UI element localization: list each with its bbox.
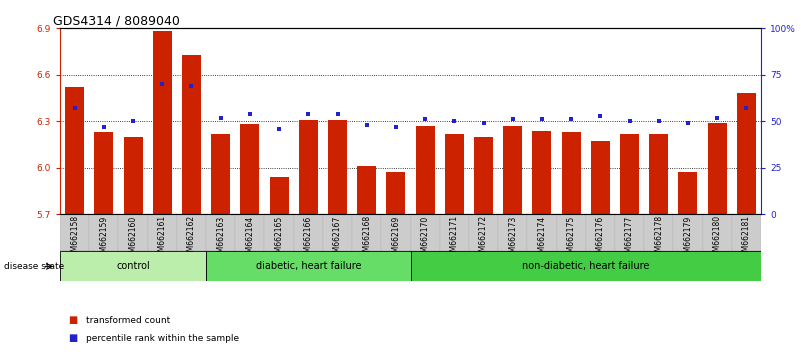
Bar <box>586 214 615 251</box>
Bar <box>65 87 84 214</box>
Bar <box>615 214 644 251</box>
Bar <box>123 137 143 214</box>
Text: GSM662177: GSM662177 <box>625 215 634 262</box>
Bar <box>386 172 405 214</box>
Bar <box>95 132 114 214</box>
Text: GSM662167: GSM662167 <box>333 215 342 262</box>
Bar <box>440 214 469 251</box>
Bar <box>732 214 761 251</box>
Text: GSM662178: GSM662178 <box>654 215 663 261</box>
Bar <box>416 126 435 214</box>
Bar <box>381 214 410 251</box>
Text: GSM662179: GSM662179 <box>683 215 692 262</box>
Bar <box>674 214 702 251</box>
Text: transformed count: transformed count <box>86 316 170 325</box>
Text: GSM662160: GSM662160 <box>129 215 138 262</box>
Bar <box>678 172 698 214</box>
Text: control: control <box>116 261 150 272</box>
Text: disease state: disease state <box>4 262 64 271</box>
Bar <box>533 131 551 214</box>
Bar <box>299 120 318 214</box>
Text: GSM662163: GSM662163 <box>216 215 225 262</box>
Bar <box>503 126 522 214</box>
Text: GSM662173: GSM662173 <box>508 215 517 262</box>
Text: GSM662159: GSM662159 <box>99 215 108 262</box>
Bar <box>410 214 440 251</box>
Text: GSM662158: GSM662158 <box>70 215 79 261</box>
Text: GSM662162: GSM662162 <box>187 215 196 261</box>
Text: GSM662166: GSM662166 <box>304 215 313 262</box>
Bar <box>147 214 177 251</box>
Bar <box>469 214 498 251</box>
Bar <box>211 134 230 214</box>
Text: GSM662169: GSM662169 <box>392 215 400 262</box>
Text: diabetic, heart failure: diabetic, heart failure <box>256 261 361 272</box>
Bar <box>445 134 464 214</box>
Bar <box>294 214 323 251</box>
Bar <box>557 214 586 251</box>
Text: GSM662165: GSM662165 <box>275 215 284 262</box>
Bar <box>240 124 260 214</box>
Bar <box>562 132 581 214</box>
Bar <box>60 251 206 281</box>
Bar <box>352 214 381 251</box>
Bar <box>235 214 264 251</box>
Bar <box>527 214 557 251</box>
Bar <box>707 123 727 214</box>
Text: GSM662180: GSM662180 <box>713 215 722 261</box>
Text: GSM662164: GSM662164 <box>245 215 255 262</box>
Bar <box>620 134 639 214</box>
Bar <box>119 214 147 251</box>
Bar <box>328 120 347 214</box>
Bar <box>323 214 352 251</box>
Text: GSM662171: GSM662171 <box>450 215 459 261</box>
Text: GDS4314 / 8089040: GDS4314 / 8089040 <box>53 14 180 27</box>
Bar <box>591 141 610 214</box>
Bar <box>182 55 201 214</box>
Text: GSM662181: GSM662181 <box>742 215 751 261</box>
Bar <box>206 214 235 251</box>
Bar <box>177 214 206 251</box>
Text: ■: ■ <box>68 315 78 325</box>
Bar <box>270 177 288 214</box>
Bar <box>206 251 410 281</box>
Text: GSM662175: GSM662175 <box>566 215 576 262</box>
Text: non-diabetic, heart failure: non-diabetic, heart failure <box>522 261 650 272</box>
Bar <box>153 32 171 214</box>
Text: GSM662172: GSM662172 <box>479 215 488 261</box>
Bar <box>737 93 756 214</box>
Bar <box>264 214 294 251</box>
Text: GSM662176: GSM662176 <box>596 215 605 262</box>
Bar <box>474 137 493 214</box>
Bar <box>498 214 527 251</box>
Text: GSM662170: GSM662170 <box>421 215 429 262</box>
Bar <box>410 251 761 281</box>
Text: percentile rank within the sample: percentile rank within the sample <box>86 333 239 343</box>
Text: GSM662174: GSM662174 <box>537 215 546 262</box>
Text: GSM662161: GSM662161 <box>158 215 167 261</box>
Bar <box>702 214 732 251</box>
Text: GSM662168: GSM662168 <box>362 215 371 261</box>
Bar <box>357 166 376 214</box>
Bar <box>650 134 668 214</box>
Bar <box>89 214 119 251</box>
Bar <box>60 214 89 251</box>
Bar <box>644 214 674 251</box>
Text: ■: ■ <box>68 333 78 343</box>
